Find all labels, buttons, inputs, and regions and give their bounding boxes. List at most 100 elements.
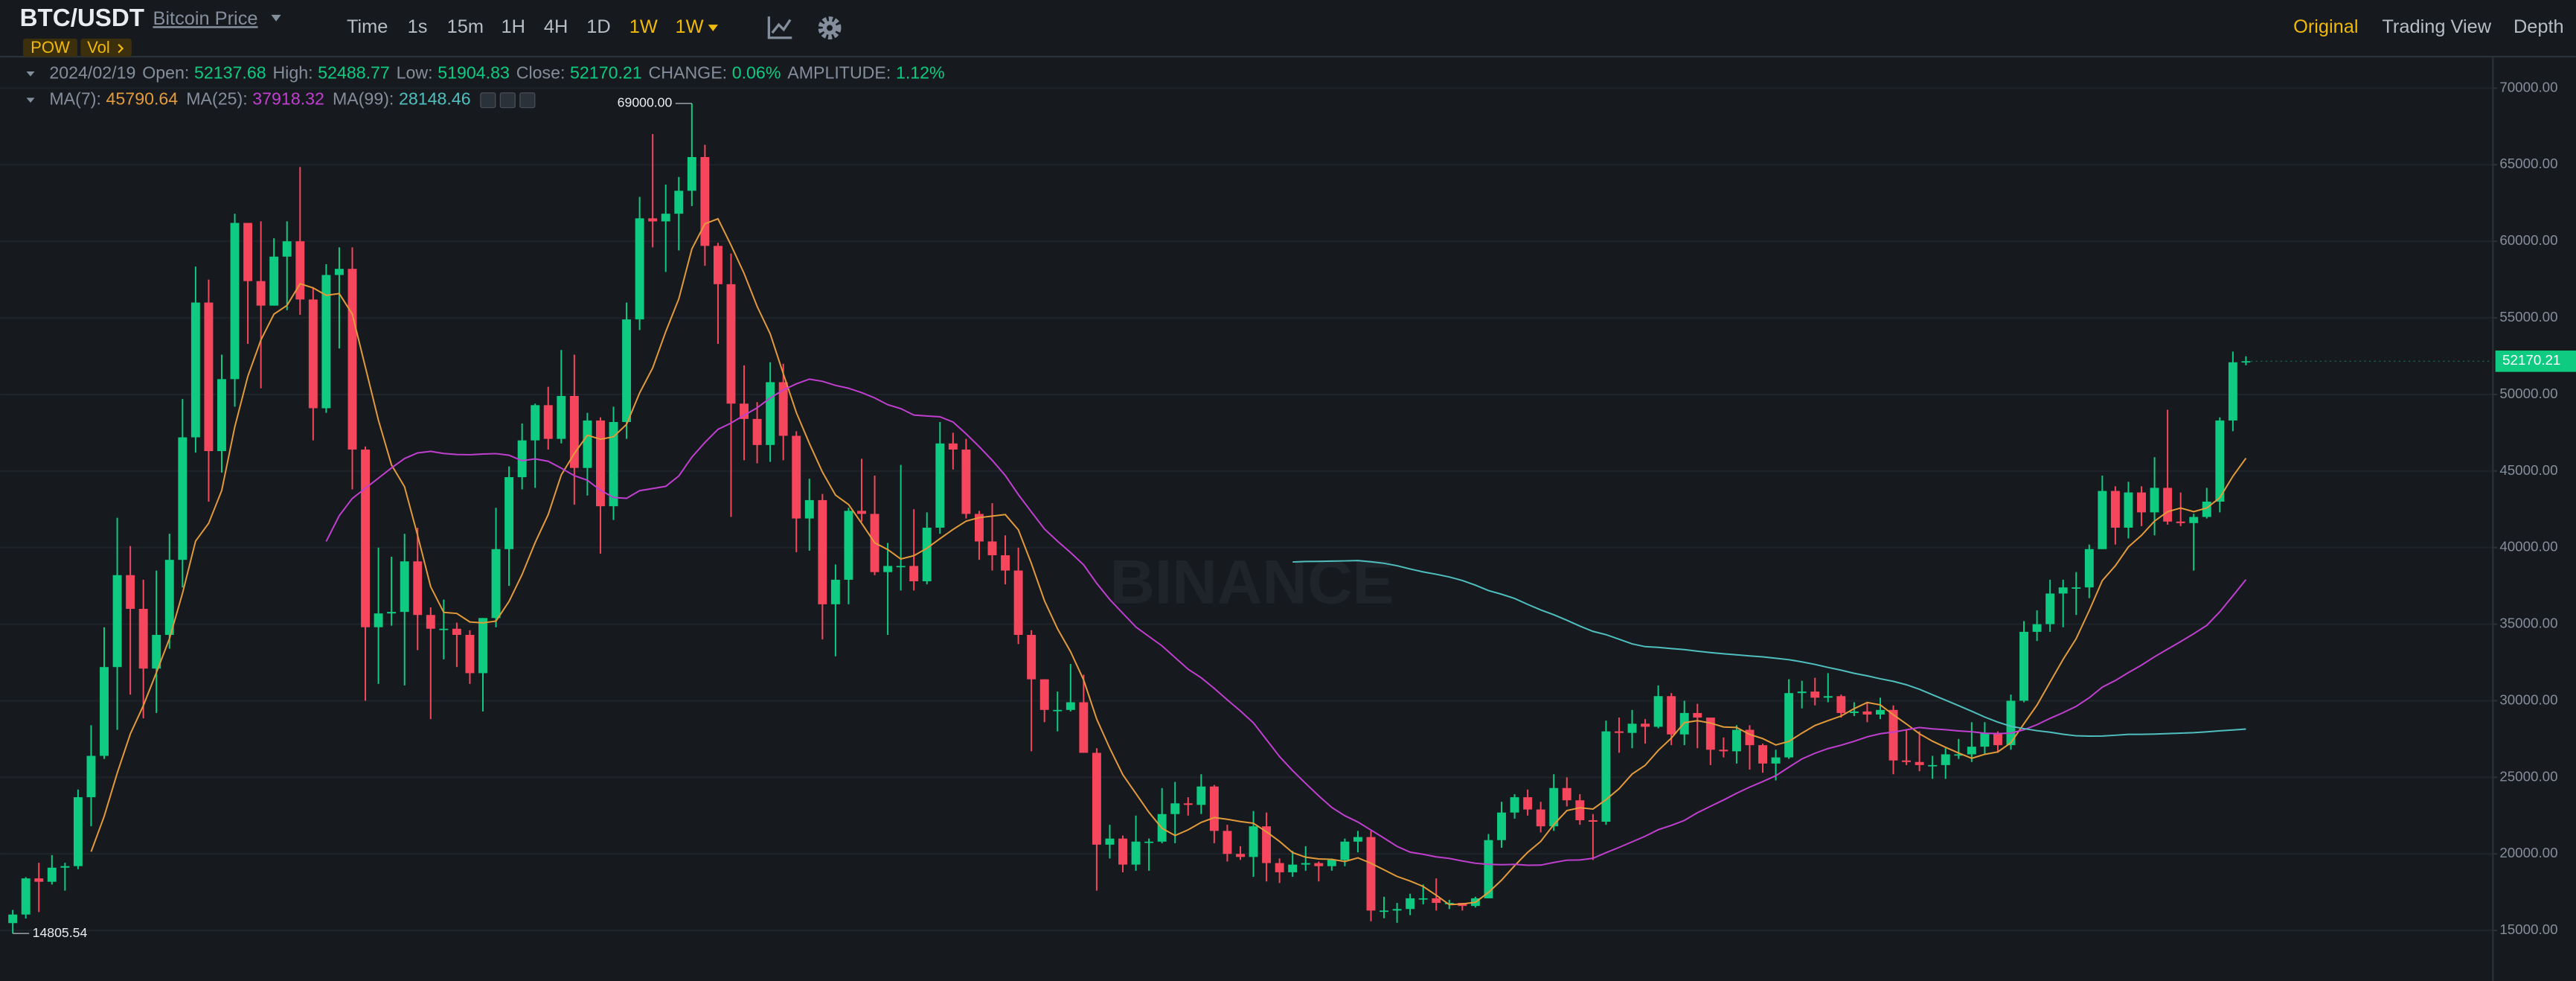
candle-body [1510, 797, 1519, 813]
candle-body [1641, 723, 1650, 727]
chevron [118, 43, 124, 54]
candle-body [726, 284, 736, 404]
candle-body [1993, 732, 2002, 746]
candle-body [1209, 786, 1219, 831]
candle-body [896, 566, 906, 568]
candle-body [1588, 819, 1598, 822]
tag: POW [31, 38, 70, 57]
y-tick-label: 35000.00 [2499, 616, 2557, 631]
interval-dropdown[interactable]: 1W [676, 16, 704, 37]
interval[interactable]: 1D [586, 16, 610, 37]
settings-icon[interactable] [818, 16, 842, 39]
symbol[interactable]: BTC/USDT [20, 4, 144, 32]
y-tick-label: 65000.00 [2499, 156, 2557, 171]
candle-body [909, 566, 919, 581]
candle-body [1705, 718, 1715, 750]
watermark: BINANCE [1109, 546, 1394, 616]
candle-body [1954, 754, 1964, 756]
candle-body [465, 634, 475, 674]
ma-value: 45790.64 [106, 89, 179, 109]
candle-body [1667, 696, 1676, 735]
ma-line [1292, 560, 2246, 737]
candle-body [922, 527, 932, 581]
candle-body [152, 634, 161, 669]
candle-body [1275, 863, 1284, 872]
candle-body [1484, 840, 1493, 898]
candle-body [400, 561, 409, 613]
ma-value: 28148.46 [399, 89, 471, 109]
candle-body [243, 223, 253, 281]
candle-body [1549, 787, 1559, 827]
candle-body [687, 157, 696, 191]
candle-body [1249, 826, 1258, 857]
candle-body [1967, 747, 1976, 755]
candle-body [713, 246, 723, 284]
candle-body [73, 797, 83, 866]
ohlc-legend: 2024/02/19 Open: 52137.68 High: 52488.77 Low:… [49, 63, 944, 82]
candle-body [648, 218, 658, 222]
candle-body [2045, 593, 2055, 624]
candle-body [2241, 361, 2251, 363]
candle-body [1432, 898, 1441, 904]
candle-body [8, 914, 18, 924]
legend-tool[interactable] [519, 92, 536, 109]
candle-body [2228, 362, 2237, 421]
candle-body [1731, 729, 1741, 752]
candle-body [1497, 812, 1506, 840]
candle-body [635, 218, 644, 320]
candle-body [1013, 570, 1023, 635]
tag[interactable]: Vol [87, 38, 110, 57]
y-tick-label: 30000.00 [2499, 691, 2557, 707]
candle-body [752, 418, 762, 445]
date: 2024/02/19 [49, 63, 135, 82]
candle-body [543, 405, 553, 439]
candle-body [766, 382, 775, 445]
legend-tool[interactable] [499, 92, 516, 109]
candle-body [308, 299, 318, 409]
candle-body [1849, 711, 1859, 713]
candle-body [413, 561, 423, 616]
candle-body [1836, 696, 1846, 713]
indicator-icon[interactable] [767, 16, 792, 39]
candle-body [1575, 800, 1585, 820]
candle-body [2084, 549, 2094, 588]
collapse-arrow[interactable] [26, 98, 35, 103]
candle-body [1262, 826, 1272, 863]
candle-body [374, 613, 383, 627]
candle-body [2189, 517, 2199, 523]
candle-body [100, 667, 109, 756]
view-tab[interactable]: Trading View [2382, 16, 2491, 37]
candle-body [1066, 702, 1075, 710]
candle-body [2163, 488, 2173, 522]
candle-body [804, 499, 814, 519]
legend-tool[interactable] [480, 92, 496, 109]
collapse-arrow[interactable] [26, 71, 35, 77]
interval[interactable]: 1W [629, 16, 658, 37]
candle-body [86, 755, 96, 798]
y-tick-label: 25000.00 [2499, 768, 2557, 784]
dropdown-arrow[interactable] [271, 14, 281, 22]
interval[interactable]: 1H [502, 16, 525, 37]
view-tab[interactable]: Depth [2513, 16, 2564, 37]
interval[interactable]: Time [347, 16, 388, 37]
candle-body [1980, 732, 1990, 747]
y-tick-label: 45000.00 [2499, 462, 2557, 478]
interval[interactable]: 15m [447, 16, 484, 37]
candle-body [778, 382, 788, 436]
interval[interactable]: 1s [408, 16, 428, 37]
coin-name[interactable]: Bitcoin Price [153, 8, 257, 29]
candle-body [1314, 863, 1324, 866]
candle-body [961, 450, 971, 514]
candle-body [844, 511, 853, 580]
annotation-label: 14805.54 [33, 925, 88, 940]
interval[interactable]: 4H [544, 16, 568, 37]
candle-body [2072, 587, 2081, 589]
candle-body [190, 302, 200, 438]
view-tab[interactable]: Original [2293, 16, 2358, 37]
field-label: High: [272, 63, 313, 82]
dropdown-arrow[interactable] [708, 25, 718, 31]
candle-body [1915, 761, 1924, 765]
ma-label: MA(25): [186, 89, 247, 109]
candle-body [974, 514, 984, 542]
candle-body [217, 379, 226, 452]
